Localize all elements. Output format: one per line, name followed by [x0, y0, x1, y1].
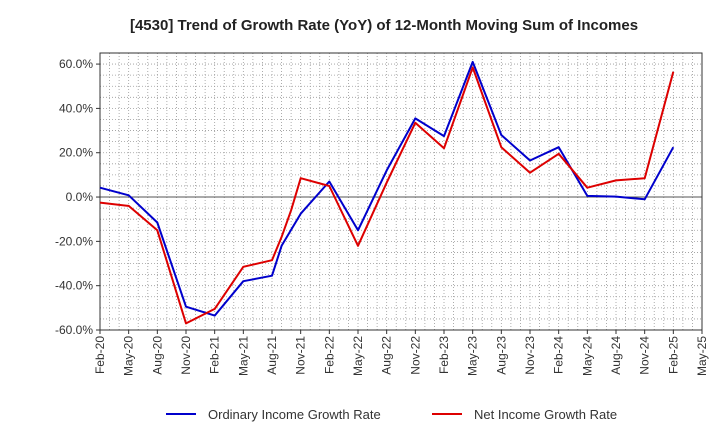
x-tick-label: Aug-23 [494, 336, 508, 375]
x-tick-label: Feb-23 [437, 336, 451, 374]
x-tick-label: Nov-20 [179, 336, 193, 375]
x-tick-label: May-20 [122, 336, 136, 376]
plot-background [100, 53, 702, 330]
x-tick-label: Aug-21 [265, 336, 279, 375]
x-tick-label: Feb-25 [666, 336, 680, 374]
y-tick-label: 20.0% [59, 146, 93, 160]
x-tick-label: May-23 [466, 336, 480, 376]
x-tick-label: May-22 [351, 336, 365, 376]
x-tick-label: Aug-22 [380, 336, 394, 375]
x-tick-label: Nov-21 [294, 336, 308, 375]
grid [99, 52, 703, 331]
legend-label: Net Income Growth Rate [474, 407, 617, 422]
x-tick-label: Feb-24 [552, 336, 566, 374]
plot-frame [99, 52, 703, 331]
x-tick-label: Nov-23 [523, 336, 537, 375]
y-tick-label: -40.0% [55, 279, 93, 293]
y-tick-label: 0.0% [66, 190, 94, 204]
legend: Ordinary Income Growth Rate Net Income Gr… [166, 407, 617, 422]
x-tick-label: Feb-20 [93, 336, 107, 374]
x-tick-label: May-25 [695, 336, 709, 376]
x-tick-label: Nov-24 [638, 336, 652, 375]
x-tick-label: Nov-22 [408, 336, 422, 375]
series-line-net-income [99, 66, 675, 325]
y-tick-label: 60.0% [59, 57, 93, 71]
y-tick-label: -20.0% [55, 234, 93, 248]
chart-title: [4530] Trend of Growth Rate (YoY) of 12-… [130, 17, 638, 34]
x-tick-label: Aug-24 [609, 336, 623, 375]
axes: -60.0% -40.0% -20.0% 0.0% 20.0% 40.0% 60.0% Feb… [55, 52, 709, 376]
x-tick-label: May-24 [580, 336, 594, 376]
y-tick-label: 40.0% [59, 101, 93, 115]
legend-label: Ordinary Income Growth Rate [208, 407, 381, 422]
series-layer [99, 60, 675, 325]
x-tick-label: Feb-21 [208, 336, 222, 374]
y-tick-label: -60.0% [55, 323, 93, 337]
x-tick-label: Aug-20 [150, 336, 164, 375]
x-tick-label: May-21 [236, 336, 250, 376]
x-tick-label: Feb-22 [322, 336, 336, 374]
